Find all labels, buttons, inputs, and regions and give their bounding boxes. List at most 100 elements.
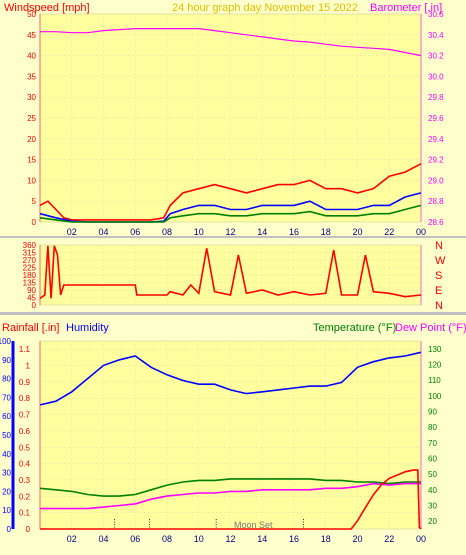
x-tick-label: 14 — [257, 227, 267, 237]
x-tick-label: 02 — [67, 534, 77, 544]
x-tick-label: 06 — [130, 534, 140, 544]
series-dew-point — [40, 482, 421, 510]
left-tick-label: 20 — [27, 135, 36, 144]
right-tick-label: 50 — [428, 470, 437, 479]
right-tick-label: 70 — [428, 439, 437, 448]
left-tick-label: 35 — [27, 72, 36, 81]
x-tick-label: 14 — [257, 534, 267, 544]
left-tick-label: 1 — [26, 362, 31, 371]
x-tick-label: 22 — [384, 534, 394, 544]
left-tick-label: 0.6 — [19, 427, 31, 436]
right-tick-label: 40 — [428, 486, 437, 495]
x-tick-label: 16 — [289, 534, 299, 544]
humidity-tick-label: 60 — [2, 412, 11, 421]
series-gust — [39, 163, 422, 221]
left-tick-label: 50 — [27, 10, 36, 19]
temperature-axis-label: Temperature (°F) — [313, 322, 396, 334]
humidity-tick-label: 0 — [7, 525, 12, 534]
humidity-tick-label: 50 — [2, 431, 11, 440]
x-tick-label: 18 — [321, 534, 331, 544]
x-tick-label: 00 — [416, 227, 426, 237]
right-tick-label: 28.6 — [428, 218, 444, 227]
barometer-axis-label: Barometer [.in] — [370, 2, 442, 14]
x-tick-label: 16 — [289, 227, 299, 237]
left-tick-label: 0.2 — [19, 492, 31, 501]
series-barometer — [40, 28, 422, 57]
left-tick-label: 0.7 — [19, 411, 31, 420]
x-tick-label: 20 — [352, 227, 362, 237]
x-tick-label: 04 — [98, 227, 108, 237]
series-wind-direction — [39, 245, 422, 299]
right-tick-label: 80 — [428, 423, 437, 432]
humidity-tick-label: 100 — [0, 337, 12, 346]
left-tick-label: 45 — [27, 294, 36, 303]
left-tick-label: 0 — [32, 218, 37, 227]
right-tick-label: 29.0 — [428, 176, 444, 185]
right-tick-label: 100 — [428, 392, 442, 401]
left-tick-label: 0.3 — [19, 476, 31, 485]
right-tick-label: 29.8 — [428, 93, 444, 102]
moon-set-annotation: Moon Set — [234, 520, 273, 530]
x-tick-label: 08 — [162, 227, 172, 237]
humidity-tick-label: 30 — [2, 469, 11, 478]
left-tick-label: 0 — [26, 525, 31, 534]
right-tick-label: 90 — [428, 408, 437, 417]
right-tick-label: 120 — [428, 361, 442, 370]
left-tick-label: 270 — [23, 256, 37, 265]
dewpoint-axis-label: Dew Point (°F) — [395, 322, 466, 334]
left-tick-label: 180 — [23, 271, 37, 280]
humidity-tick-label: 90 — [2, 356, 11, 365]
x-tick-label: 02 — [67, 227, 77, 237]
right-tick-label: 29.4 — [428, 135, 444, 144]
x-tick-label: 20 — [352, 534, 362, 544]
x-tick-label: 00 — [416, 534, 426, 544]
right-tick-label: 30.2 — [428, 52, 444, 61]
x-tick-label: 06 — [130, 227, 140, 237]
compass-label: S — [435, 270, 442, 282]
right-tick-label: 60 — [428, 455, 437, 464]
right-tick-label: 29.2 — [428, 156, 444, 165]
left-tick-label: 0 — [32, 301, 37, 310]
x-tick-label: 12 — [225, 534, 235, 544]
left-tick-label: 0.9 — [19, 378, 31, 387]
left-tick-label: 25 — [27, 114, 36, 123]
humidity-tick-label: 40 — [2, 450, 11, 459]
x-tick-label: 10 — [194, 534, 204, 544]
left-tick-label: 90 — [27, 286, 36, 295]
humidity-axis-label: Humidity — [66, 322, 109, 334]
left-tick-label: 1.1 — [19, 345, 31, 354]
right-tick-label: 30.0 — [428, 72, 444, 81]
left-tick-label: 315 — [23, 249, 37, 258]
compass-label: E — [435, 285, 442, 297]
humidity-tick-label: 20 — [2, 487, 11, 496]
left-tick-label: 360 — [23, 241, 37, 250]
compass-label: W — [435, 255, 446, 267]
right-tick-label: 110 — [428, 376, 441, 385]
x-tick-label: 18 — [321, 227, 331, 237]
right-tick-label: 28.8 — [428, 197, 444, 206]
rainfall-axis-label: Rainfall [.in] — [2, 322, 59, 334]
x-tick-label: 04 — [98, 534, 108, 544]
humidity-tick-label: 70 — [2, 393, 11, 402]
x-tick-label: 12 — [225, 227, 235, 237]
humidity-tick-label: 80 — [2, 375, 11, 384]
left-tick-label: 0.1 — [19, 509, 31, 518]
left-tick-label: 30 — [27, 93, 36, 102]
x-tick-label: 10 — [194, 227, 204, 237]
right-tick-label: 29.6 — [428, 114, 444, 123]
left-tick-label: 0.4 — [19, 460, 31, 469]
right-tick-label: 30.4 — [428, 31, 444, 40]
left-tick-label: 45 — [27, 31, 36, 40]
windspeed-axis-label: Windspeed [mph] — [4, 2, 90, 14]
left-tick-label: 5 — [32, 197, 37, 206]
left-tick-label: 135 — [23, 279, 37, 288]
left-tick-label: 0.5 — [19, 443, 31, 452]
series-humidity — [39, 351, 422, 406]
chart-title: 24 hour graph day November 15 2022 — [172, 2, 358, 14]
series-temperature — [39, 478, 421, 497]
right-tick-label: 130 — [428, 345, 442, 354]
right-tick-label: 20 — [428, 517, 437, 526]
right-tick-label: 30.6 — [428, 10, 444, 19]
left-tick-label: 15 — [27, 156, 36, 165]
